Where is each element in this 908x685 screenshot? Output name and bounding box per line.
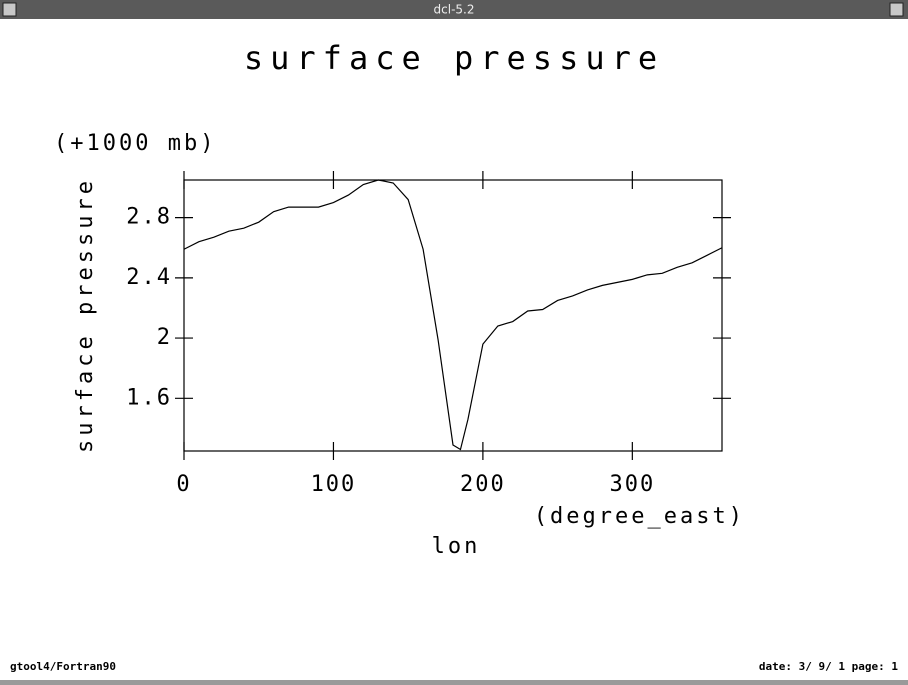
window-border bbox=[0, 680, 908, 685]
x-tick-label: 0 bbox=[176, 472, 191, 497]
x-tick-label: 200 bbox=[460, 472, 506, 497]
y-axis-label: surface pressure bbox=[73, 177, 98, 453]
title-bar bbox=[0, 0, 908, 19]
window-title: dcl-5.2 bbox=[434, 3, 475, 17]
y-tick-label: 2 bbox=[157, 325, 172, 350]
plot-frame bbox=[183, 179, 723, 452]
footer-left: gtool4/Fortran90 bbox=[10, 660, 116, 673]
x-tick-label: 300 bbox=[609, 472, 655, 497]
data-line bbox=[183, 179, 723, 451]
window-menu-button[interactable] bbox=[2, 2, 17, 17]
y-unit: (+1000 mb) bbox=[54, 131, 216, 156]
maximize-button[interactable] bbox=[889, 2, 904, 17]
footer-right: date: 3/ 9/ 1 page: 1 bbox=[759, 660, 898, 673]
chart-title: surface pressure bbox=[244, 39, 664, 77]
x-axis-label: lon bbox=[432, 534, 481, 559]
x-tick-label: 100 bbox=[311, 472, 357, 497]
y-tick-label: 2.4 bbox=[126, 265, 172, 290]
x-unit: (degree_east) bbox=[534, 504, 745, 529]
y-tick-label: 1.6 bbox=[126, 385, 172, 410]
y-tick-label: 2.8 bbox=[126, 205, 172, 230]
